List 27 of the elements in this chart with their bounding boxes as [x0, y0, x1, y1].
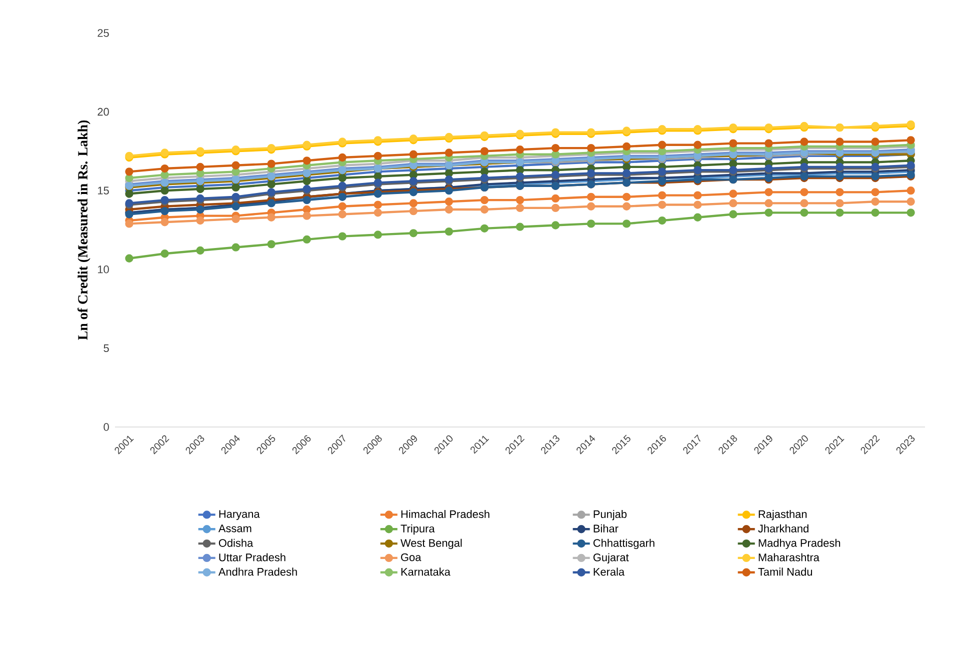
y-tick-label: 25	[98, 29, 109, 37]
y-axis-title: Ln of Credit (Measured in Rs. Lakh)	[78, 120, 90, 340]
legend-label: Bihar	[594, 524, 618, 532]
legend-label: Kerala	[594, 568, 625, 576]
y-tick-label: 15	[98, 186, 109, 194]
legend-label: Maharashtra	[758, 553, 820, 562]
legend-label: Jharkhand	[758, 524, 808, 532]
legend-label: Punjab	[594, 510, 627, 520]
legend-label: Karnataka	[401, 568, 450, 576]
legend-label: Haryana	[219, 510, 260, 520]
legend-label: Tamil Nadu	[758, 568, 812, 576]
legend-label: Tripura	[400, 524, 435, 535]
legend-label: Gujarat	[593, 553, 629, 564]
legend-label: West Bengal	[400, 538, 462, 550]
legend-label: Assam	[218, 524, 252, 532]
y-tick-label: 20	[98, 108, 109, 116]
legend-label: Himachal Pradesh	[401, 510, 490, 518]
y-tick-label: 5	[104, 344, 109, 352]
y-tick-label: 10	[98, 266, 109, 274]
legend-label: Goa	[401, 553, 422, 562]
legend-label: Andhra Pradesh	[218, 568, 297, 576]
legend-label: Rajasthan	[758, 510, 807, 520]
y-tick-label: 0	[104, 423, 109, 431]
legend-label: Chhattisgarh	[593, 538, 654, 550]
legend-label: Madhya Pradesh	[758, 538, 840, 550]
legend-label: Odisha	[218, 538, 254, 547]
legend-label: Uttar Pradesh	[219, 553, 286, 562]
